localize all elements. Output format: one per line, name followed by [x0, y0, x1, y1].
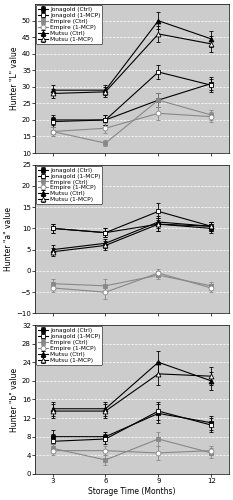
X-axis label: Storage Time (Months): Storage Time (Months) [88, 487, 176, 496]
Y-axis label: Hunter "a" value: Hunter "a" value [4, 207, 13, 271]
Legend: Jonagold (Ctrl), Jonagold (1-MCP), Empire (Ctrl), Empire (1-MCP), Mutsu (Ctrl), : Jonagold (Ctrl), Jonagold (1-MCP), Empir… [36, 6, 102, 44]
Legend: Jonagold (Ctrl), Jonagold (1-MCP), Empire (Ctrl), Empire (1-MCP), Mutsu (Ctrl), : Jonagold (Ctrl), Jonagold (1-MCP), Empir… [36, 326, 102, 364]
Legend: Jonagold (Ctrl), Jonagold (1-MCP), Empire (Ctrl), Empire (1-MCP), Mutsu (Ctrl), : Jonagold (Ctrl), Jonagold (1-MCP), Empir… [36, 166, 102, 204]
Y-axis label: Hunter "L" value: Hunter "L" value [10, 47, 19, 110]
Y-axis label: Hunter "b" value: Hunter "b" value [10, 368, 19, 432]
